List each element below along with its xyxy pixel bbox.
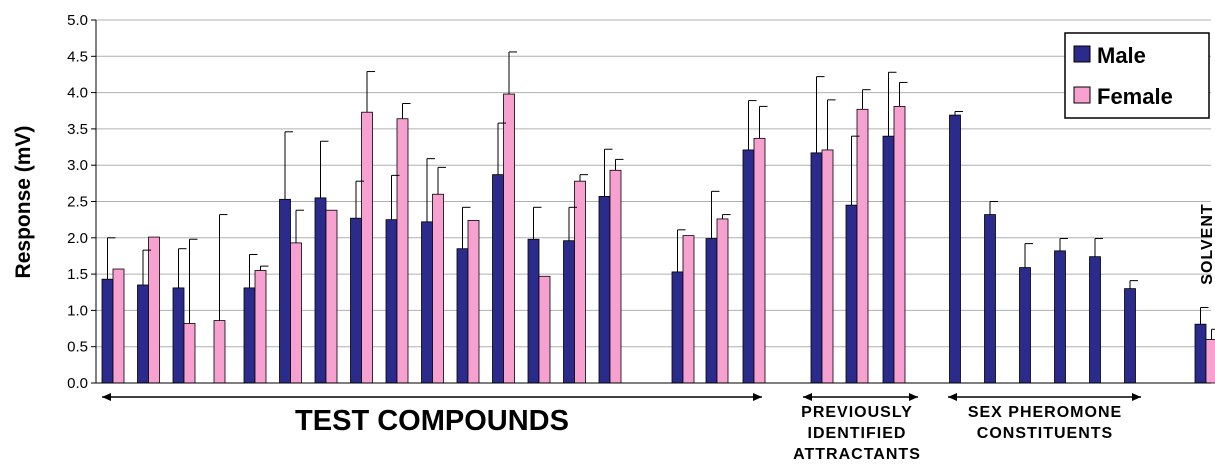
legend-swatch-female <box>1073 86 1091 104</box>
y-tick-label: 2.5 <box>67 194 88 211</box>
bar-female <box>538 275 551 384</box>
y-axis-label: Response (mV) <box>12 126 35 279</box>
bar-female <box>112 268 125 384</box>
y-tick-label: 0.0 <box>67 375 88 392</box>
y-tick-label: 1.5 <box>67 266 88 283</box>
y-tick-label: 4.0 <box>67 85 88 102</box>
y-tick-label: 5.0 <box>67 12 88 29</box>
group-arrow-previously-identified-head-left <box>803 393 812 401</box>
y-tick-label: 2.0 <box>67 230 88 247</box>
legend: Male Female <box>1064 32 1210 119</box>
bar-male <box>1019 267 1031 384</box>
y-axis: 0.0 0.5 1.0 1.5 2.0 2.5 3.0 3.5 4.0 4.5 5.0 <box>67 12 97 392</box>
bar-female <box>396 118 409 384</box>
bar-female <box>254 270 267 384</box>
bar-male <box>671 271 684 384</box>
bar-female <box>503 93 515 384</box>
bar-female <box>1205 339 1215 384</box>
bar-male <box>456 248 469 384</box>
bar-male <box>279 198 291 384</box>
bar-male <box>243 287 256 384</box>
bar-female <box>856 108 869 384</box>
error-bars <box>107 51 1215 340</box>
bar-female <box>893 105 906 384</box>
bar-male <box>598 196 611 384</box>
y-tick-label: 3.0 <box>67 157 88 174</box>
group-arrow-sex-pheromone-head-right <box>1132 393 1141 401</box>
y-tick-label: 3.5 <box>67 121 88 138</box>
bar-male <box>705 238 718 384</box>
y-tick-label: 4.5 <box>67 48 88 65</box>
bar-male <box>385 219 398 384</box>
group-arrow-test-compounds-head-right <box>753 393 762 401</box>
group-label-test-compounds: TEST COMPOUNDS <box>295 405 569 437</box>
bar-male <box>101 278 114 384</box>
group-label-previously-identified: ATTRACTANTS <box>793 446 921 463</box>
group-label-sex-pheromone: SEX PHEROMONE <box>968 404 1122 421</box>
group-label-sex-pheromone: CONSTITUENTS <box>977 425 1113 442</box>
group-arrow-previously-identified-head-right <box>909 393 918 401</box>
bar-female <box>821 149 834 384</box>
bar-male <box>1124 288 1136 384</box>
y-tick-label: 1.0 <box>67 302 88 319</box>
bar-male <box>137 284 149 384</box>
bar-male <box>845 204 858 384</box>
bar-female <box>682 235 695 384</box>
bar-male <box>1054 250 1066 384</box>
group-label-previously-identified: IDENTIFIED <box>808 425 907 442</box>
bar-female <box>148 236 160 384</box>
bar-male <box>742 149 755 384</box>
bar-male <box>492 174 504 384</box>
bar-male <box>563 240 575 384</box>
bar-female <box>325 209 338 384</box>
bar-male <box>882 135 895 384</box>
bar-male <box>1194 323 1207 384</box>
bar-female <box>609 169 622 384</box>
y-tick-label: 0.5 <box>67 339 88 356</box>
group-label-solvent: SOLVENT <box>1199 203 1215 284</box>
bar-female <box>467 219 480 384</box>
bar-female <box>716 218 729 384</box>
bar-female <box>183 323 196 384</box>
bar-female <box>432 193 444 384</box>
bar-male <box>314 197 327 384</box>
bar-female <box>290 242 302 384</box>
bar-male <box>810 152 823 384</box>
bar-male <box>1089 256 1101 384</box>
legend-label-female: Female <box>1097 84 1173 109</box>
bar-male <box>949 114 961 384</box>
bar-male <box>350 217 362 384</box>
legend-label-male: Male <box>1097 43 1146 68</box>
group-arrow-test-compounds-head-left <box>102 393 111 401</box>
bar-female <box>213 320 226 384</box>
bar-female <box>753 137 766 384</box>
bar-male <box>984 214 996 384</box>
bars <box>101 93 1215 384</box>
bar-male <box>172 287 185 384</box>
bar-male <box>421 221 433 384</box>
group-annotations: TEST COMPOUNDS PREVIOUSLY IDENTIFIED ATTRAC… <box>102 203 1215 463</box>
group-arrow-sex-pheromone-head-left <box>948 393 957 401</box>
bar-female <box>574 180 586 384</box>
bar-female <box>361 111 373 384</box>
bar-male <box>527 238 540 384</box>
group-label-previously-identified: PREVIOUSLY <box>801 404 913 421</box>
legend-swatch-male <box>1073 45 1091 63</box>
